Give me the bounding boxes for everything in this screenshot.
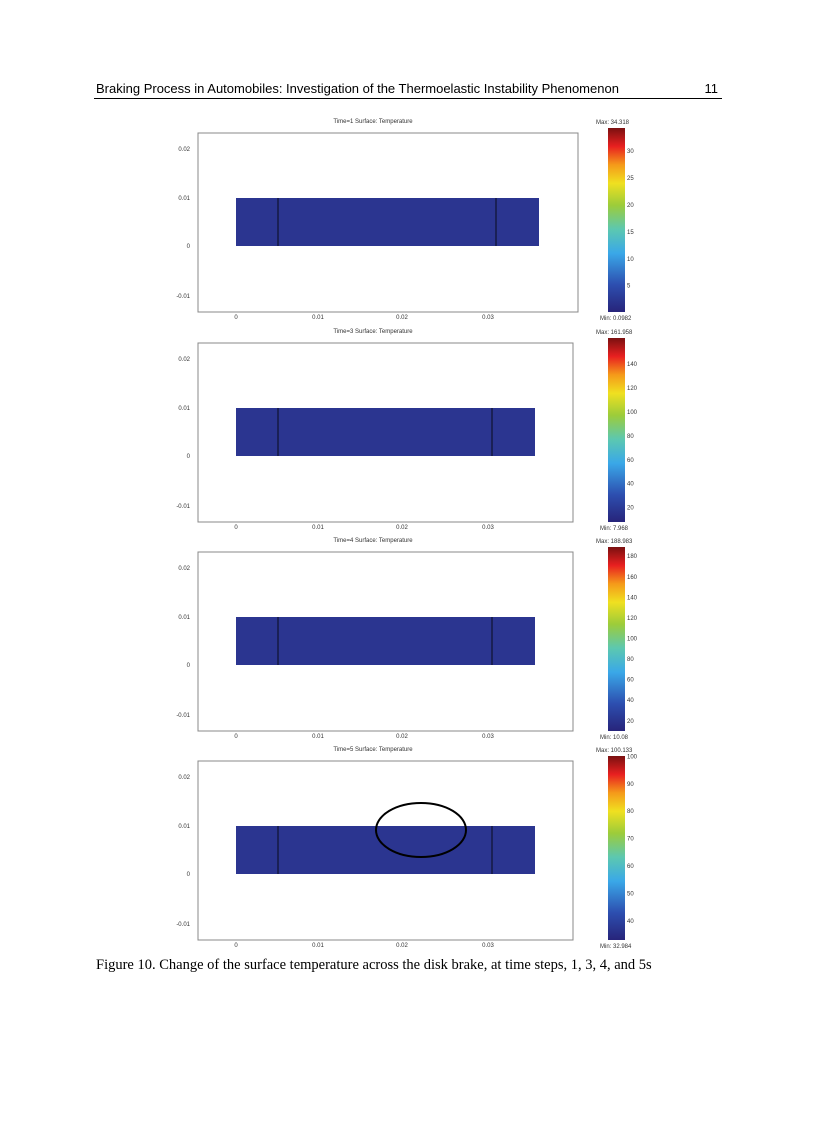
x-tick-label: 0.02 [396, 315, 408, 321]
colorbar-tick-label: 20 [627, 203, 634, 209]
x-tick-label: 0.02 [396, 525, 408, 531]
colorbar-tick-label: 40 [627, 482, 634, 488]
colorbar-tick-label: 80 [627, 434, 634, 440]
panel-title: Time=4 Surface: Temperature [333, 538, 413, 544]
heatmap-panel-2: Time=3 Surface: Temperature 0.02 0.01 0 -0.0… [176, 329, 637, 532]
colorbar-tick-label: 70 [627, 837, 634, 843]
x-tick-label: 0.03 [482, 943, 494, 949]
colorbar-tick-label: 50 [627, 891, 634, 897]
y-tick-label: -0.01 [176, 713, 190, 719]
y-tick-label: 0.02 [178, 147, 190, 153]
colorbar-tick-label: 60 [627, 678, 634, 684]
colorbar-tick-label: 5 [627, 284, 631, 290]
colorbar-tick-label: 100 [627, 637, 638, 643]
colorbar [608, 338, 625, 522]
header-rule [94, 98, 722, 99]
y-tick-label: -0.01 [176, 922, 190, 928]
colorbar-tick-label: 80 [627, 809, 634, 815]
colorbar-tick-label: 80 [627, 657, 634, 663]
colorbar-tick-label: 100 [627, 410, 638, 416]
colorbar-tick-label: 90 [627, 782, 634, 788]
panel-title: Time=3 Surface: Temperature [333, 329, 413, 335]
x-tick-label: 0 [234, 525, 238, 531]
x-tick-label: 0.01 [312, 943, 324, 949]
colorbar-tick-label: 20 [627, 506, 634, 512]
x-tick-label: 0.03 [482, 734, 494, 740]
x-tick-label: 0 [234, 315, 238, 321]
y-tick-label: 0.02 [178, 566, 190, 572]
running-title: Braking Process in Automobiles: Investig… [96, 81, 619, 96]
colorbar-tick-label: 60 [627, 864, 634, 870]
colorbar-min: Min: 0.0982 [600, 316, 632, 322]
y-tick-label: 0.01 [178, 824, 190, 830]
colorbar-tick-label: 15 [627, 230, 634, 236]
hot-region [251, 408, 529, 445]
colorbar-tick-label: 25 [627, 176, 634, 182]
y-tick-label: 0 [187, 244, 191, 250]
hot-region [236, 826, 535, 874]
colorbar-tick-label: 60 [627, 458, 634, 464]
colorbar-min: Min: 7.968 [600, 526, 629, 532]
colorbar-tick-label: 120 [627, 386, 638, 392]
x-tick-label: 0.02 [396, 943, 408, 949]
colorbar-tick-label: 160 [627, 575, 638, 581]
figure-caption: Figure 10. Change of the surface tempera… [96, 957, 652, 973]
colorbar-tick-label: 140 [627, 362, 638, 368]
x-tick-label: 0.03 [482, 315, 494, 321]
x-tick-label: 0.01 [312, 525, 324, 531]
y-tick-label: 0.02 [178, 775, 190, 781]
x-tick-label: 0 [234, 734, 238, 740]
y-tick-label: 0 [187, 663, 191, 669]
y-tick-label: 0.02 [178, 357, 190, 363]
x-tick-label: 0 [234, 943, 238, 949]
colorbar-tick-label: 100 [627, 754, 638, 760]
y-tick-label: -0.01 [176, 504, 190, 510]
colorbar-tick-label: 140 [627, 595, 638, 601]
x-tick-label: 0.02 [396, 734, 408, 740]
colorbar-max: Max: 161.958 [596, 330, 633, 336]
colorbar [608, 547, 625, 731]
colorbar [608, 128, 625, 312]
page-number: 11 [704, 81, 719, 96]
hot-region [236, 617, 535, 661]
y-tick-label: 0.01 [178, 196, 190, 202]
y-tick-label: 0 [187, 454, 191, 460]
panel-title: Time=1 Surface: Temperature [333, 119, 413, 125]
heatmap-panel-1: Time=1 Surface: Temperature 0.02 0.01 0 -0.0… [176, 119, 634, 322]
x-tick-label: 0.01 [312, 315, 324, 321]
colorbar-tick-label: 10 [627, 257, 634, 263]
colorbar-tick-label: 40 [627, 698, 634, 704]
hot-spot-annotation [375, 802, 467, 858]
hot-region [307, 198, 533, 225]
colorbar-max: Max: 34.318 [596, 120, 630, 126]
colorbar-min: Min: 10.08 [600, 735, 629, 741]
heatmap-panel-4: Time=5 Surface: Temperature 0.02 0.01 0 -0.0… [176, 747, 638, 950]
y-tick-label: -0.01 [176, 294, 190, 300]
x-tick-label: 0.03 [482, 525, 494, 531]
colorbar [608, 756, 625, 940]
colorbar-tick-label: 40 [627, 919, 634, 925]
heatmap-panel-3: Time=4 Surface: Temperature 0.02 0.01 0 -0.0… [176, 538, 637, 741]
colorbar-max: Max: 100.133 [596, 748, 633, 754]
colorbar-min: Min: 32.984 [600, 944, 632, 950]
x-tick-label: 0.01 [312, 734, 324, 740]
colorbar-tick-label: 20 [627, 719, 634, 725]
colorbar-max: Max: 188.983 [596, 539, 633, 545]
y-tick-label: 0.01 [178, 615, 190, 621]
colorbar-tick-label: 120 [627, 616, 638, 622]
y-tick-label: 0 [187, 872, 191, 878]
y-tick-label: 0.01 [178, 406, 190, 412]
colorbar-tick-label: 30 [627, 149, 634, 155]
colorbar-tick-label: 180 [627, 554, 638, 560]
panel-title: Time=5 Surface: Temperature [333, 747, 413, 753]
